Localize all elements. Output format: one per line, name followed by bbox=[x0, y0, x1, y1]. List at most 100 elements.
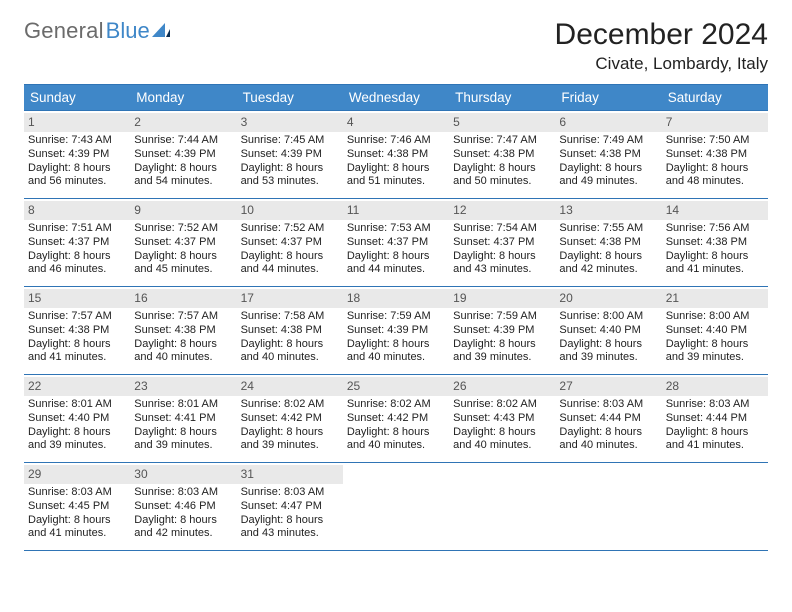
daylight-text-2: and 39 minutes. bbox=[134, 439, 232, 453]
daylight-text-1: Daylight: 8 hours bbox=[453, 338, 551, 352]
daylight-text-1: Daylight: 8 hours bbox=[241, 426, 339, 440]
sunrise-text: Sunrise: 8:01 AM bbox=[28, 398, 126, 412]
calendar-cell: 10Sunrise: 7:52 AMSunset: 4:37 PMDayligh… bbox=[237, 198, 343, 286]
daylight-text-2: and 45 minutes. bbox=[134, 263, 232, 277]
sunrise-text: Sunrise: 8:02 AM bbox=[453, 398, 551, 412]
calendar-cell: 7Sunrise: 7:50 AMSunset: 4:38 PMDaylight… bbox=[662, 110, 768, 198]
sunset-text: Sunset: 4:47 PM bbox=[241, 500, 339, 514]
daylight-text-2: and 46 minutes. bbox=[28, 263, 126, 277]
daylight-text-2: and 39 minutes. bbox=[28, 439, 126, 453]
daylight-text-2: and 49 minutes. bbox=[559, 175, 657, 189]
daylight-text-2: and 44 minutes. bbox=[241, 263, 339, 277]
calendar-cell-empty bbox=[343, 462, 449, 550]
sunset-text: Sunset: 4:39 PM bbox=[28, 148, 126, 162]
sunrise-text: Sunrise: 8:01 AM bbox=[134, 398, 232, 412]
location-subtitle: Civate, Lombardy, Italy bbox=[555, 54, 768, 74]
day-number: 30 bbox=[130, 465, 236, 484]
calendar-cell: 28Sunrise: 8:03 AMSunset: 4:44 PMDayligh… bbox=[662, 374, 768, 462]
calendar-cell: 17Sunrise: 7:58 AMSunset: 4:38 PMDayligh… bbox=[237, 286, 343, 374]
calendar-cell: 26Sunrise: 8:02 AMSunset: 4:43 PMDayligh… bbox=[449, 374, 555, 462]
daylight-text-1: Daylight: 8 hours bbox=[453, 250, 551, 264]
sunset-text: Sunset: 4:37 PM bbox=[134, 236, 232, 250]
sunset-text: Sunset: 4:38 PM bbox=[559, 148, 657, 162]
sunrise-text: Sunrise: 7:52 AM bbox=[241, 222, 339, 236]
daylight-text-2: and 54 minutes. bbox=[134, 175, 232, 189]
daylight-text-1: Daylight: 8 hours bbox=[134, 338, 232, 352]
sunrise-text: Sunrise: 8:03 AM bbox=[559, 398, 657, 412]
calendar-cell: 18Sunrise: 7:59 AMSunset: 4:39 PMDayligh… bbox=[343, 286, 449, 374]
daylight-text-2: and 40 minutes. bbox=[347, 351, 445, 365]
sail-icon bbox=[152, 18, 170, 44]
daylight-text-1: Daylight: 8 hours bbox=[347, 426, 445, 440]
daylight-text-2: and 48 minutes. bbox=[666, 175, 764, 189]
calendar-cell: 16Sunrise: 7:57 AMSunset: 4:38 PMDayligh… bbox=[130, 286, 236, 374]
day-number: 1 bbox=[24, 113, 130, 132]
sunrise-text: Sunrise: 7:43 AM bbox=[28, 134, 126, 148]
calendar-cell: 11Sunrise: 7:53 AMSunset: 4:37 PMDayligh… bbox=[343, 198, 449, 286]
daylight-text-2: and 39 minutes. bbox=[241, 439, 339, 453]
sunset-text: Sunset: 4:44 PM bbox=[666, 412, 764, 426]
daylight-text-2: and 39 minutes. bbox=[666, 351, 764, 365]
sunrise-text: Sunrise: 8:02 AM bbox=[241, 398, 339, 412]
day-number: 9 bbox=[130, 201, 236, 220]
daylight-text-2: and 43 minutes. bbox=[241, 527, 339, 541]
calendar-cell: 19Sunrise: 7:59 AMSunset: 4:39 PMDayligh… bbox=[449, 286, 555, 374]
daylight-text-2: and 40 minutes. bbox=[559, 439, 657, 453]
daylight-text-2: and 42 minutes. bbox=[134, 527, 232, 541]
daylight-text-1: Daylight: 8 hours bbox=[559, 426, 657, 440]
day-number: 14 bbox=[662, 201, 768, 220]
calendar-cell: 21Sunrise: 8:00 AMSunset: 4:40 PMDayligh… bbox=[662, 286, 768, 374]
daylight-text-2: and 56 minutes. bbox=[28, 175, 126, 189]
daylight-text-1: Daylight: 8 hours bbox=[666, 338, 764, 352]
brand-blue-text: Blue bbox=[106, 18, 150, 44]
calendar-cell: 20Sunrise: 8:00 AMSunset: 4:40 PMDayligh… bbox=[555, 286, 661, 374]
daylight-text-1: Daylight: 8 hours bbox=[666, 162, 764, 176]
calendar-cell: 30Sunrise: 8:03 AMSunset: 4:46 PMDayligh… bbox=[130, 462, 236, 550]
sunset-text: Sunset: 4:39 PM bbox=[134, 148, 232, 162]
sunrise-text: Sunrise: 7:52 AM bbox=[134, 222, 232, 236]
day-number: 19 bbox=[449, 289, 555, 308]
sunrise-text: Sunrise: 7:53 AM bbox=[347, 222, 445, 236]
daylight-text-1: Daylight: 8 hours bbox=[134, 426, 232, 440]
daylight-text-1: Daylight: 8 hours bbox=[347, 338, 445, 352]
daylight-text-2: and 50 minutes. bbox=[453, 175, 551, 189]
daylight-text-2: and 41 minutes. bbox=[28, 527, 126, 541]
sunrise-text: Sunrise: 7:51 AM bbox=[28, 222, 126, 236]
sunrise-text: Sunrise: 8:00 AM bbox=[666, 310, 764, 324]
calendar-cell: 31Sunrise: 8:03 AMSunset: 4:47 PMDayligh… bbox=[237, 462, 343, 550]
sunset-text: Sunset: 4:39 PM bbox=[347, 324, 445, 338]
sunrise-text: Sunrise: 7:57 AM bbox=[134, 310, 232, 324]
calendar-cell: 29Sunrise: 8:03 AMSunset: 4:45 PMDayligh… bbox=[24, 462, 130, 550]
daylight-text-2: and 40 minutes. bbox=[241, 351, 339, 365]
daylight-text-2: and 40 minutes. bbox=[347, 439, 445, 453]
calendar-cell: 6Sunrise: 7:49 AMSunset: 4:38 PMDaylight… bbox=[555, 110, 661, 198]
daylight-text-1: Daylight: 8 hours bbox=[241, 514, 339, 528]
sunset-text: Sunset: 4:37 PM bbox=[28, 236, 126, 250]
day-number: 4 bbox=[343, 113, 449, 132]
calendar-cell: 13Sunrise: 7:55 AMSunset: 4:38 PMDayligh… bbox=[555, 198, 661, 286]
calendar-cell: 1Sunrise: 7:43 AMSunset: 4:39 PMDaylight… bbox=[24, 110, 130, 198]
day-header: Thursday bbox=[449, 85, 555, 110]
calendar-cell: 14Sunrise: 7:56 AMSunset: 4:38 PMDayligh… bbox=[662, 198, 768, 286]
day-number: 16 bbox=[130, 289, 236, 308]
daylight-text-1: Daylight: 8 hours bbox=[241, 338, 339, 352]
daylight-text-2: and 42 minutes. bbox=[559, 263, 657, 277]
bottom-divider bbox=[24, 550, 768, 551]
daylight-text-1: Daylight: 8 hours bbox=[559, 250, 657, 264]
sunset-text: Sunset: 4:45 PM bbox=[28, 500, 126, 514]
day-header: Friday bbox=[555, 85, 661, 110]
calendar-cell: 5Sunrise: 7:47 AMSunset: 4:38 PMDaylight… bbox=[449, 110, 555, 198]
day-number: 17 bbox=[237, 289, 343, 308]
sunset-text: Sunset: 4:43 PM bbox=[453, 412, 551, 426]
daylight-text-1: Daylight: 8 hours bbox=[28, 426, 126, 440]
sunrise-text: Sunrise: 7:54 AM bbox=[453, 222, 551, 236]
daylight-text-1: Daylight: 8 hours bbox=[134, 514, 232, 528]
calendar-cell: 15Sunrise: 7:57 AMSunset: 4:38 PMDayligh… bbox=[24, 286, 130, 374]
daylight-text-1: Daylight: 8 hours bbox=[666, 426, 764, 440]
day-number: 11 bbox=[343, 201, 449, 220]
daylight-text-2: and 40 minutes. bbox=[453, 439, 551, 453]
brand-logo: General Blue bbox=[24, 18, 170, 44]
sunset-text: Sunset: 4:46 PM bbox=[134, 500, 232, 514]
calendar-cell: 24Sunrise: 8:02 AMSunset: 4:42 PMDayligh… bbox=[237, 374, 343, 462]
sunrise-text: Sunrise: 7:59 AM bbox=[347, 310, 445, 324]
